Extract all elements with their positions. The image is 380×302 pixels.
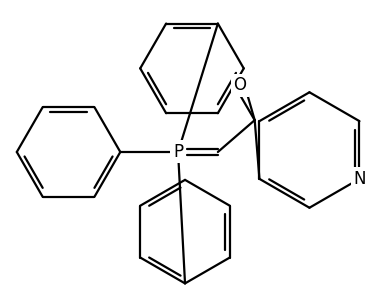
- Text: O: O: [233, 76, 246, 94]
- Text: N: N: [353, 170, 366, 188]
- Text: P: P: [173, 143, 183, 161]
